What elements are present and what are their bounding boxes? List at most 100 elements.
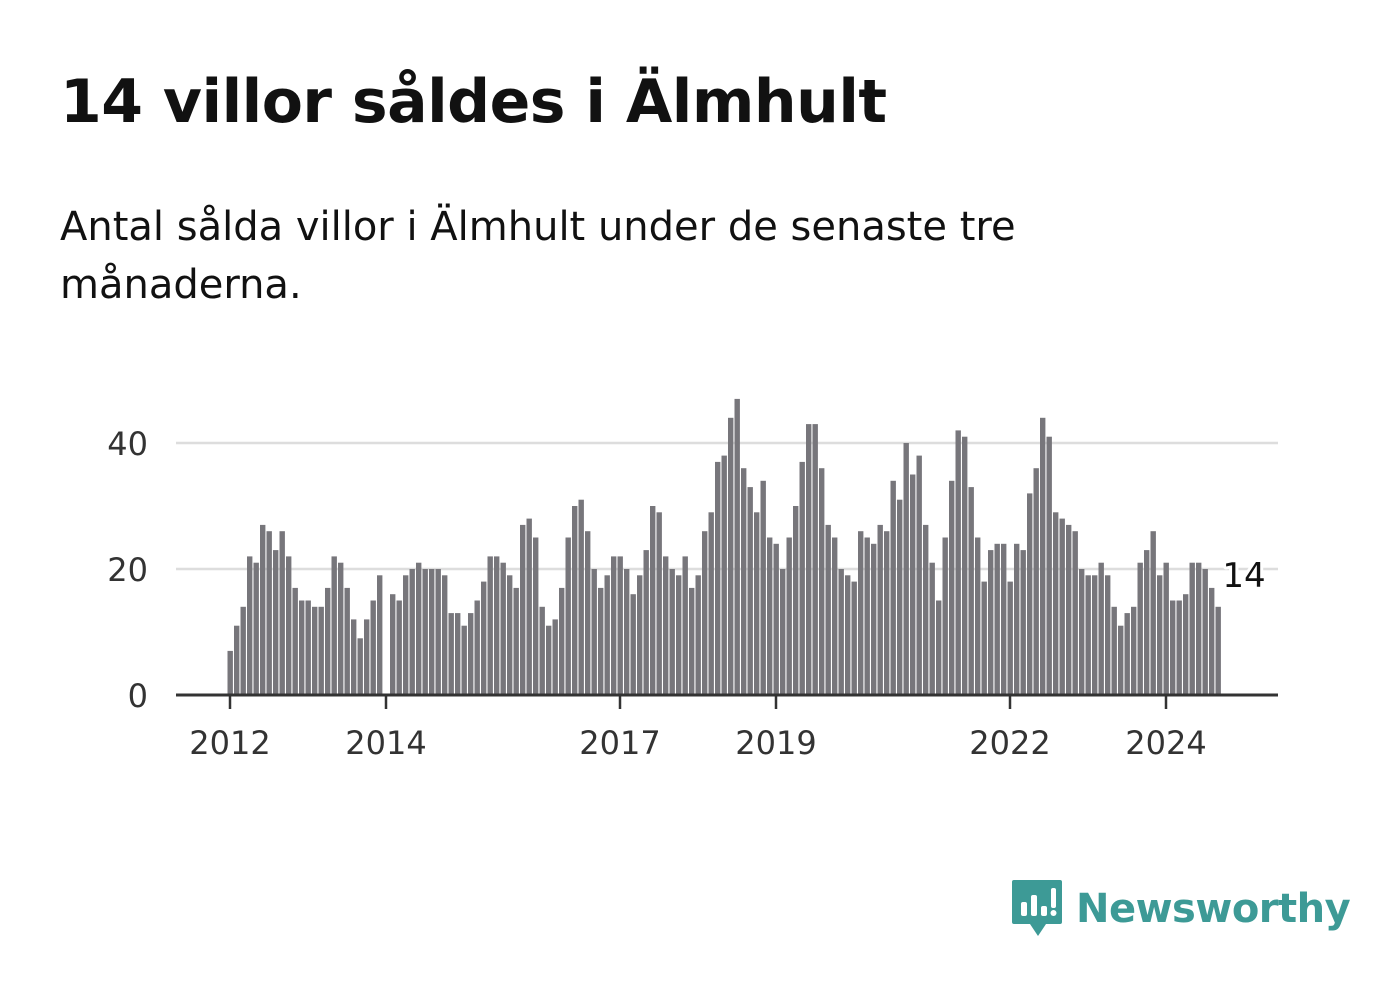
bar <box>754 512 760 695</box>
bar <box>1163 562 1169 695</box>
bar <box>1046 436 1052 695</box>
labels: 0 20 40 2012 2014 2017 2019 2022 2024 14 <box>107 425 1268 762</box>
bar <box>916 455 922 695</box>
bar <box>468 613 474 695</box>
bar <box>611 556 617 695</box>
newsworthy-logo: Newsworthy <box>1010 878 1351 940</box>
bar <box>650 506 656 695</box>
newsworthy-logo-icon <box>1012 880 1062 936</box>
bar <box>734 398 740 695</box>
bar <box>266 531 272 695</box>
bar <box>832 537 838 695</box>
bar <box>897 499 903 695</box>
bar <box>1209 587 1215 695</box>
bar <box>481 581 487 695</box>
bar <box>1027 493 1033 695</box>
bar <box>630 594 636 695</box>
bar-chart: 0 20 40 2012 2014 2017 2019 2022 2024 14 <box>107 398 1278 762</box>
bar <box>864 537 870 695</box>
bar <box>1105 575 1111 695</box>
bar <box>338 562 344 695</box>
bar <box>923 524 929 695</box>
highlight-value-label: 14 <box>1222 556 1265 596</box>
bar <box>1150 531 1156 695</box>
bar <box>552 619 558 695</box>
bar <box>994 543 1000 695</box>
bar <box>318 606 324 695</box>
bar <box>520 524 526 695</box>
bar <box>273 550 279 695</box>
x-tick-label: 2014 <box>345 724 426 762</box>
bar <box>825 524 831 695</box>
bar <box>656 512 662 695</box>
bar <box>1033 468 1039 695</box>
bar <box>708 512 714 695</box>
bar <box>1183 594 1189 695</box>
bar <box>435 569 441 695</box>
bar <box>526 518 532 695</box>
bar <box>1098 562 1104 695</box>
bar <box>578 499 584 695</box>
bars <box>227 398 1221 695</box>
bar <box>877 524 883 695</box>
bar <box>1196 562 1202 695</box>
bar <box>702 531 708 695</box>
bar <box>721 455 727 695</box>
bar <box>585 531 591 695</box>
bar <box>968 487 974 695</box>
bar <box>676 575 682 695</box>
bar <box>559 587 565 695</box>
bar <box>1007 581 1013 695</box>
bar <box>546 625 552 695</box>
bar <box>617 556 623 695</box>
bar <box>409 569 415 695</box>
bar <box>643 550 649 695</box>
bar <box>312 606 318 695</box>
bar <box>513 587 519 695</box>
bar <box>474 600 480 695</box>
bar <box>903 443 909 695</box>
bar <box>351 619 357 695</box>
bar <box>1066 524 1072 695</box>
brand-name: Newsworthy <box>1076 886 1351 932</box>
bar <box>403 575 409 695</box>
bar <box>396 600 402 695</box>
bar <box>838 569 844 695</box>
bar <box>819 468 825 695</box>
bar <box>767 537 773 695</box>
bar <box>1020 550 1026 695</box>
bar <box>1014 543 1020 695</box>
bar <box>910 474 916 695</box>
bar <box>429 569 435 695</box>
bar <box>728 417 734 695</box>
bar <box>793 506 799 695</box>
bar <box>1111 606 1117 695</box>
bar <box>507 575 513 695</box>
bar <box>988 550 994 695</box>
bar <box>669 569 675 695</box>
bar <box>331 556 337 695</box>
chart-title: 14 villor såldes i Älmhult <box>60 67 887 137</box>
bar <box>422 569 428 695</box>
bar <box>253 562 259 695</box>
bar <box>240 606 246 695</box>
bar <box>448 613 454 695</box>
bar <box>247 556 253 695</box>
bar <box>442 575 448 695</box>
bar <box>292 587 298 695</box>
bar <box>500 562 506 695</box>
x-tick-label: 2022 <box>969 724 1050 762</box>
bar <box>1131 606 1137 695</box>
bar <box>565 537 571 695</box>
bar <box>936 600 942 695</box>
bar <box>539 606 545 695</box>
bar <box>637 575 643 695</box>
bar <box>955 430 961 695</box>
bar <box>942 537 948 695</box>
bar <box>1059 518 1065 695</box>
bar <box>1144 550 1150 695</box>
bar <box>455 613 461 695</box>
bar <box>845 575 851 695</box>
bar <box>773 543 779 695</box>
bar <box>663 556 669 695</box>
